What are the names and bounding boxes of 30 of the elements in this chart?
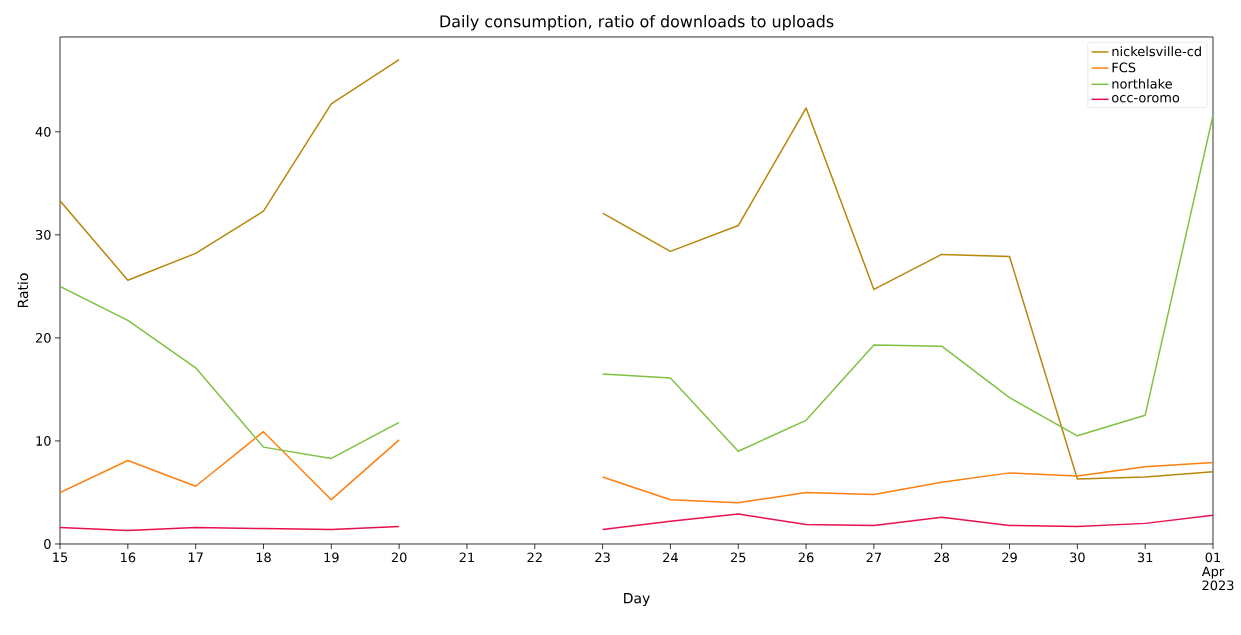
x-tick-label: 24 [663, 552, 678, 563]
y-tick-label: 0 [44, 539, 51, 549]
x-tick-label: 30 [1070, 552, 1085, 563]
x-tick-label: 31 [1137, 552, 1153, 563]
legend-label: northlake [1112, 78, 1172, 89]
legend-label: occ-oromo [1112, 94, 1180, 103]
x-tick-label: 22 [527, 552, 542, 563]
x-tick-label: 27 [866, 552, 882, 563]
x-tick-label: 23 [595, 552, 610, 563]
legend-label: FCS [1112, 62, 1136, 73]
y-tick-label: 30 [35, 229, 51, 240]
x-axis-title: Day [624, 593, 650, 607]
x-tick-label: 15 [53, 552, 68, 563]
x-tick-label: 29 [1002, 552, 1017, 563]
x-tick-label: 17 [188, 552, 203, 562]
x-tick-label: 28 [934, 552, 950, 563]
legend-label: nickelsville-cd [1112, 46, 1201, 57]
chart-title: Daily consumption, ratio of downloads to uploads [440, 15, 834, 31]
y-tick-label: 20 [35, 332, 51, 343]
x-tick-label: 21 [459, 552, 474, 563]
x-tick-label: 25 [730, 552, 746, 563]
y-tick-label: 40 [35, 126, 51, 137]
x-tick-label: 01 Apr 2023 [1201, 552, 1234, 591]
y-axis-title: Ratio [17, 273, 29, 308]
x-tick-label: 20 [391, 552, 407, 563]
y-tick-label: 10 [36, 436, 51, 446]
x-tick-label: 16 [121, 552, 136, 563]
x-tick-label: 18 [256, 552, 271, 563]
x-tick-label: 19 [324, 552, 339, 563]
x-tick-label: 26 [798, 552, 814, 563]
